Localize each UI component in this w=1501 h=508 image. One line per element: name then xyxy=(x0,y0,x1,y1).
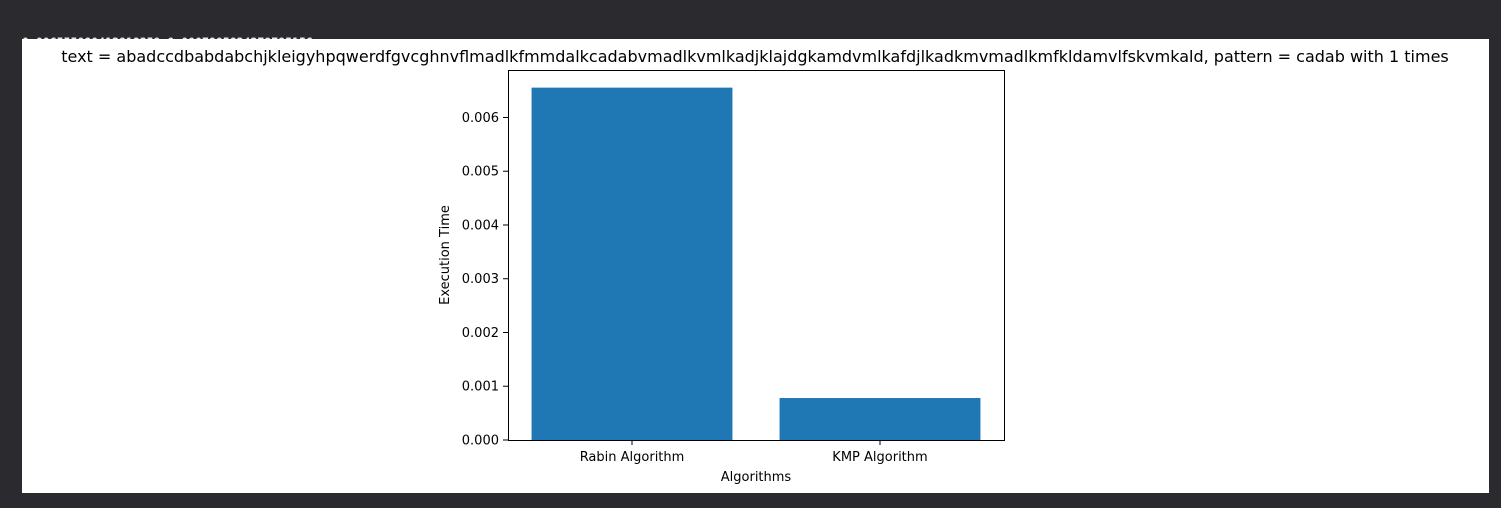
x-axis-label: Algorithms xyxy=(721,470,792,485)
bar-kmp-algorithm xyxy=(779,398,981,440)
y-axis: 0.000 0.001 0.002 0.003 0.004 0.005 0.006 xyxy=(462,111,508,449)
figure-panel: text = abadccdbabdabchjkleigyhpqwerdfgvc… xyxy=(22,39,1489,493)
y-tick-label: 0.004 xyxy=(462,218,499,233)
x-axis: Rabin Algorithm KMP Algorithm xyxy=(580,440,928,465)
y-tick-label: 0.000 xyxy=(462,434,499,449)
y-tick-label: 0.001 xyxy=(462,380,499,395)
y-tick-label: 0.003 xyxy=(462,272,499,287)
y-tick-label: 0.006 xyxy=(462,111,499,126)
y-tick-label: 0.002 xyxy=(462,326,499,341)
bar-rabin-algorithm xyxy=(531,87,733,440)
bar-chart: text = abadccdbabdabchjkleigyhpqwerdfgvc… xyxy=(61,47,1449,485)
axes-frame xyxy=(508,70,1005,441)
x-tick-label: Rabin Algorithm xyxy=(580,450,685,465)
y-axis-label: Execution Time xyxy=(438,205,453,305)
x-tick-label: KMP Algorithm xyxy=(832,450,927,465)
chart-title: text = abadccdbabdabchjkleigyhpqwerdfgvc… xyxy=(61,47,1449,66)
y-tick-label: 0.005 xyxy=(462,165,499,180)
plot-area xyxy=(531,87,981,440)
